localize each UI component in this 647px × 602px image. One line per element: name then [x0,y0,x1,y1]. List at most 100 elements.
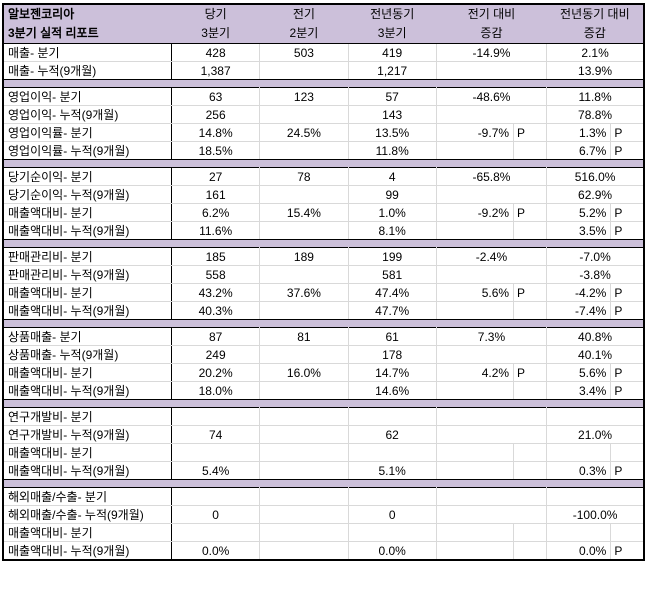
delta-value: 1.3% [546,123,612,142]
delta-value [435,461,515,480]
delta-value: 13.9% [546,61,645,80]
value-cell: 15.4% [259,203,349,222]
value-cell: 428 [171,43,261,62]
delta-point-suffix: P [610,301,645,320]
delta-value: -48.6% [435,87,548,106]
delta-value: 11.8% [546,87,645,106]
delta-value: -4.2% [546,283,612,302]
value-cell: 87 [171,327,261,346]
table-row: 영업이익- 분기 63 123 57 -48.6% 11.8% [2,87,645,106]
separator-cell [3,399,644,408]
column-header-line2: 3분기 [201,26,231,40]
delta-value [435,505,548,524]
value-cell: 503 [259,43,349,62]
value-cell: 61 [347,327,437,346]
delta-value [435,221,515,240]
delta-value: 78.8% [546,105,645,124]
table-row: 판매관리비- 분기 185 189 199 -2.4% -7.0% [2,247,645,266]
value-cell: 1,217 [347,61,437,80]
section-separator [3,319,644,328]
value-cell: 0 [171,505,261,524]
value-cell: 37.6% [259,283,349,302]
row-label: 영업이익- 누적(9개월) [2,105,173,124]
column-header-line1: 전기 [292,7,315,21]
value-cell [259,345,349,364]
delta-value: 3.4% [546,381,612,400]
value-cell: 249 [171,345,261,364]
value-cell: 16.0% [259,363,349,382]
value-cell: 161 [171,185,261,204]
delta-value [435,523,515,542]
table-row: 매출액대비- 누적(9개월) 11.6% 8.1% 3.5% P [2,221,645,240]
section-separator [3,159,644,168]
row-label: 당기순이익- 분기 [2,167,173,186]
delta-value [435,105,548,124]
value-cell [171,443,261,462]
column-header-line1: 당기 [204,7,227,21]
value-cell [259,61,349,80]
delta-point-suffix: P [610,283,645,302]
value-cell: 74 [171,425,261,444]
value-cell [259,443,349,462]
value-cell: 24.5% [259,123,349,142]
delta-point-suffix: P [610,221,645,240]
value-cell [259,185,349,204]
value-cell: 13.5% [347,123,437,142]
value-cell [259,381,349,400]
value-cell [259,523,349,542]
value-cell: 40.3% [171,301,261,320]
spreadsheet-report: 알보젠코리아 3분기 실적 리포트 당기 3분기 전기 2분기 전년동기 3분기… [0,3,647,602]
row-label: 매출액대비- 분기 [2,283,173,302]
delta-point-suffix: P [610,541,645,561]
report-title-line2: 3분기 실적 리포트 [8,26,99,40]
value-cell: 6.2% [171,203,261,222]
delta-value [435,345,548,364]
value-cell: 558 [171,265,261,284]
value-cell [171,523,261,542]
column-header-year-ago-quarter: 전년동기 3분기 [348,4,437,44]
delta-point-suffix: P [610,363,645,382]
row-label: 매출액대비- 누적(9개월) [2,221,173,240]
separator-cell [3,79,644,88]
delta-value: 6.7% [546,141,612,160]
value-cell [259,505,349,524]
table-row: 영업이익률- 분기 14.8% 24.5% 13.5% -9.7% P 1.3% P [2,123,645,142]
table-row: 매출액대비- 누적(9개월) 18.0% 14.6% 3.4% P [2,381,645,400]
delta-value: -100.0% [546,505,645,524]
column-header-current-quarter: 당기 3분기 [171,4,260,44]
value-cell: 1.0% [347,203,437,222]
row-label: 해외매출/수출- 누적(9개월) [2,505,173,524]
delta-value: -7.0% [546,247,645,266]
column-header-line2: 3분기 [377,26,407,40]
column-header-qoq-change: 전기 대비 증감 [436,4,547,44]
value-cell: 20.2% [171,363,261,382]
value-cell: 0.0% [171,541,261,561]
delta-value: -65.8% [435,167,548,186]
delta-point-suffix: P [610,461,645,480]
value-cell [347,443,437,462]
delta-value: 0.3% [546,461,612,480]
report-title-line1: 알보젠코리아 [8,7,75,21]
table-row: 연구개발비- 분기 [2,407,645,426]
delta-value [435,487,548,506]
delta-point-suffix [513,301,548,320]
section-separator [3,239,644,248]
delta-value: -3.8% [546,265,645,284]
table-row: 해외매출/수출- 분기 [2,487,645,506]
delta-value [435,407,548,426]
value-cell: 62 [347,425,437,444]
header-row: 알보젠코리아 3분기 실적 리포트 당기 3분기 전기 2분기 전년동기 3분기… [3,4,644,44]
row-label: 매출액대비- 누적(9개월) [2,381,173,400]
value-cell [259,221,349,240]
delta-value: -14.9% [435,43,548,62]
table-row: 영업이익- 누적(9개월) 256 143 78.8% [2,105,645,124]
row-label: 매출액대비- 분기 [2,443,173,462]
value-cell: 4 [347,167,437,186]
table-row: 해외매출/수출- 누적(9개월) 0 0 -100.0% [2,505,645,524]
report-table-body: 매출- 분기 428 503 419 -14.9% 2.1% 매출- 누적(9개월) 1,38… [2,43,645,561]
delta-point-suffix: P [513,203,548,222]
delta-point-suffix [513,221,548,240]
value-cell [259,487,349,506]
delta-value: 0.0% [546,541,612,561]
table-row: 연구개발비- 누적(9개월) 74 62 21.0% [2,425,645,444]
